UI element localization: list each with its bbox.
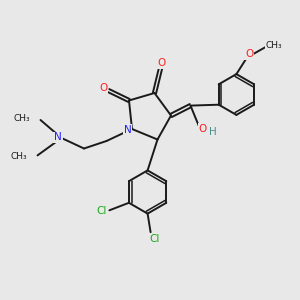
- Text: O: O: [245, 49, 254, 59]
- Text: CH₃: CH₃: [266, 41, 282, 50]
- Text: Cl: Cl: [149, 234, 159, 244]
- Text: O: O: [99, 83, 107, 93]
- Text: H: H: [209, 127, 217, 137]
- Text: CH₃: CH₃: [11, 152, 27, 161]
- Text: CH₃: CH₃: [14, 114, 30, 123]
- Text: N: N: [54, 132, 62, 142]
- Text: O: O: [199, 124, 207, 134]
- Text: Cl: Cl: [97, 206, 107, 216]
- Text: N: N: [124, 124, 131, 135]
- Text: O: O: [157, 58, 165, 68]
